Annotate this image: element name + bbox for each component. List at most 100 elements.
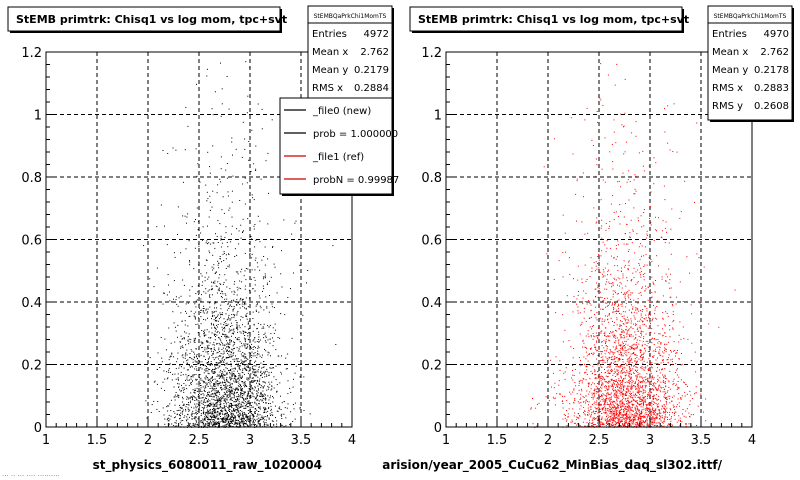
scatter-point	[244, 331, 246, 333]
scatter-point	[247, 377, 249, 379]
scatter-point	[657, 300, 659, 302]
scatter-point	[604, 372, 606, 373]
scatter-point	[221, 374, 223, 376]
scatter-point	[189, 409, 191, 411]
scatter-point	[675, 355, 676, 357]
scatter-point	[599, 360, 601, 362]
scatter-point	[221, 242, 223, 244]
scatter-point	[238, 410, 240, 412]
scatter-point	[667, 276, 669, 278]
scatter-point	[211, 370, 213, 371]
scatter-point	[621, 331, 623, 333]
scatter-point	[208, 276, 210, 278]
scatter-point	[162, 381, 164, 383]
scatter-point	[221, 412, 223, 414]
scatter-point	[209, 391, 211, 393]
scatter-point	[643, 356, 644, 358]
scatter-point	[212, 408, 214, 410]
scatter-point	[201, 284, 203, 286]
scatter-point	[268, 326, 270, 328]
scatter-point	[618, 244, 619, 246]
scatter-point	[266, 416, 268, 418]
scatter-point	[200, 420, 202, 422]
scatter-point	[270, 405, 272, 407]
scatter-point	[190, 310, 192, 312]
scatter-point	[222, 293, 224, 295]
scatter-point	[602, 351, 604, 353]
scatter-point	[545, 396, 547, 398]
scatter-point	[604, 335, 606, 337]
scatter-point	[187, 379, 189, 381]
scatter-point	[642, 286, 643, 288]
scatter-point	[591, 328, 592, 330]
scatter-point	[615, 335, 617, 337]
scatter-point	[212, 393, 214, 395]
scatter-point	[230, 304, 231, 306]
scatter-point	[202, 311, 204, 313]
scatter-point	[177, 373, 179, 375]
scatter-point	[543, 166, 545, 168]
scatter-point	[229, 377, 231, 379]
scatter-point	[258, 407, 260, 409]
scatter-point	[252, 393, 254, 395]
scatter-point	[676, 296, 678, 298]
scatter-point	[664, 419, 665, 421]
scatter-point	[307, 270, 309, 271]
scatter-point	[244, 285, 246, 287]
scatter-point	[228, 253, 230, 255]
scatter-point	[206, 421, 208, 423]
scatter-point	[219, 421, 221, 423]
scatter-point	[640, 313, 642, 315]
scatter-point	[256, 357, 258, 359]
scatter-point	[189, 357, 191, 359]
scatter-point	[250, 409, 251, 411]
scatter-point	[667, 390, 669, 392]
scatter-point	[627, 321, 629, 323]
scatter-point	[606, 370, 608, 372]
scatter-point	[179, 409, 181, 411]
scatter-point	[227, 420, 229, 422]
scatter-point	[272, 414, 274, 416]
scatter-point	[211, 285, 213, 287]
scatter-point	[640, 422, 642, 424]
scatter-point	[281, 402, 283, 404]
scatter-point	[241, 389, 243, 391]
scatter-point	[231, 389, 233, 391]
scatter-point	[197, 400, 199, 402]
scatter-point	[204, 377, 206, 379]
scatter-point	[205, 308, 207, 310]
scatter-point	[615, 329, 616, 331]
scatter-point	[670, 253, 672, 255]
scatter-point	[596, 425, 598, 427]
scatter-point	[158, 411, 160, 412]
scatter-point	[651, 276, 653, 278]
scatter-point	[591, 425, 593, 427]
scatter-point	[195, 419, 197, 421]
scatter-point	[626, 358, 628, 360]
scatter-point	[227, 336, 229, 338]
scatter-point	[670, 350, 671, 351]
scatter-point	[201, 379, 203, 381]
scatter-point	[665, 385, 667, 387]
scatter-point	[655, 280, 656, 281]
scatter-point	[681, 421, 683, 423]
scatter-point	[204, 424, 206, 426]
scatter-point	[551, 386, 552, 388]
scatter-point	[214, 372, 216, 374]
scatter-point	[637, 217, 639, 219]
scatter-point	[241, 156, 243, 158]
scatter-point	[620, 348, 622, 350]
scatter-point	[215, 320, 216, 322]
scatter-point	[267, 325, 269, 327]
scatter-point	[210, 337, 212, 338]
scatter-point	[202, 422, 204, 424]
scatter-point	[221, 410, 223, 412]
scatter-point	[639, 418, 641, 419]
scatter-point	[230, 341, 232, 343]
scatter-point	[230, 241, 232, 243]
scatter-point	[259, 395, 261, 397]
scatter-point	[257, 414, 259, 416]
scatter-point	[618, 404, 620, 406]
scatter-point	[273, 332, 275, 334]
scatter-point	[638, 246, 640, 248]
